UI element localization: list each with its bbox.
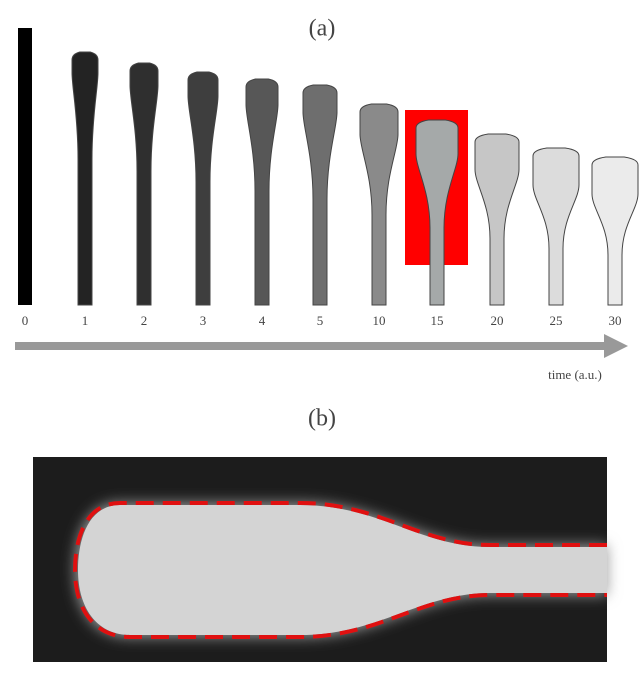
droplet-shape	[592, 157, 638, 305]
droplet-shape	[475, 134, 519, 305]
droplet-shape	[303, 85, 337, 305]
arrow-head	[604, 334, 628, 358]
droplet-shape	[130, 63, 158, 305]
panel-label: (a)	[309, 16, 336, 42]
time-label: 5	[317, 313, 324, 328]
droplet-shape	[188, 72, 218, 305]
time-label: 30	[609, 313, 622, 328]
time-label: 15	[431, 313, 444, 328]
droplet-sequence	[18, 28, 638, 305]
droplet-shape	[72, 52, 98, 305]
axis-label: time (a.u.)	[548, 367, 602, 382]
time-label: 3	[200, 313, 207, 328]
time-label: 0	[22, 313, 29, 328]
time-labels: 0 1 2 3 4 5 10 15 20 25 30	[22, 313, 622, 328]
time-label: 25	[550, 313, 563, 328]
droplet-shape	[18, 28, 32, 305]
time-label: 2	[141, 313, 148, 328]
figure: (a) 0 1 2 3 4 5 10 15 20 25 30 time (a.u.) (b)	[0, 0, 641, 691]
droplet-shape	[360, 104, 398, 305]
time-label: 10	[373, 313, 386, 328]
time-label: 20	[491, 313, 504, 328]
time-label: 1	[82, 313, 89, 328]
time-label: 4	[259, 313, 266, 328]
panel-label: (b)	[308, 406, 336, 432]
droplet-shape	[246, 79, 278, 305]
droplet-shape	[533, 148, 579, 305]
